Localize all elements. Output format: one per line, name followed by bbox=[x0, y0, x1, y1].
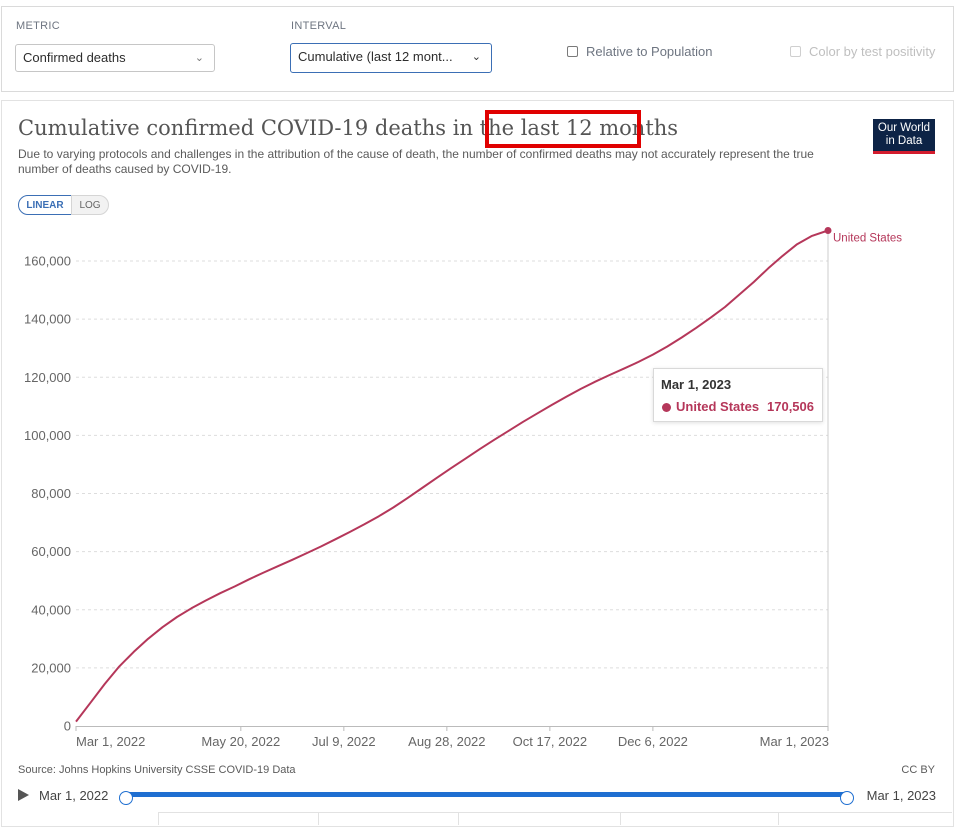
y-tick-label: 40,000 bbox=[31, 602, 71, 617]
series-end-point bbox=[824, 227, 832, 235]
x-tick-label: Jul 9, 2022 bbox=[312, 734, 376, 749]
series-line-united-states bbox=[75, 229, 829, 723]
highlight-box bbox=[485, 110, 641, 148]
tooltip-value: 170,506 bbox=[767, 399, 814, 414]
y-tick-label: 140,000 bbox=[24, 312, 71, 327]
metric-label: METRIC bbox=[16, 20, 60, 32]
x-tick-label: Mar 1, 2023 bbox=[760, 734, 829, 749]
checkbox-icon bbox=[567, 46, 578, 57]
y-tick-label: 160,000 bbox=[24, 254, 71, 269]
source-text: Source: Johns Hopkins University CSSE CO… bbox=[18, 764, 296, 776]
metric-select-value: Confirmed deaths bbox=[23, 50, 126, 65]
interval-select[interactable]: Cumulative (last 12 mont... ⌄ bbox=[290, 43, 492, 73]
color-by-test-positivity-checkbox[interactable]: Color by test positivity bbox=[790, 44, 935, 59]
tooltip: Mar 1, 2023 United States 170,506 bbox=[653, 368, 823, 422]
x-tick-label: Dec 6, 2022 bbox=[618, 734, 688, 749]
y-tick-label: 120,000 bbox=[24, 370, 71, 385]
chevron-down-icon: ⌄ bbox=[471, 51, 481, 63]
checkbox-icon bbox=[790, 46, 801, 57]
play-icon[interactable] bbox=[18, 789, 29, 801]
timeline: Mar 1, 2022 Mar 1, 2023 bbox=[18, 786, 938, 806]
chart-subtitle: Due to varying protocols and challenges … bbox=[18, 147, 814, 176]
log-scale-button[interactable]: LOG bbox=[71, 195, 109, 215]
chart-title: Cumulative confirmed COVID-19 deaths in … bbox=[18, 116, 679, 140]
tooltip-series-dot bbox=[662, 403, 671, 412]
x-tick-label: May 20, 2022 bbox=[201, 734, 280, 749]
tooltip-date: Mar 1, 2023 bbox=[661, 377, 732, 392]
y-tick-label: 60,000 bbox=[31, 544, 71, 559]
timeline-start-label: Mar 1, 2022 bbox=[39, 788, 109, 803]
chevron-down-icon: ⌄ bbox=[194, 52, 204, 64]
tabs-strip bbox=[158, 812, 952, 825]
metric-select[interactable]: Confirmed deaths ⌄ bbox=[15, 44, 215, 72]
y-tick-label: 100,000 bbox=[24, 428, 71, 443]
interval-select-value: Cumulative (last 12 mont... bbox=[298, 49, 453, 64]
chart-card bbox=[1, 100, 954, 827]
timeline-start-handle[interactable] bbox=[119, 791, 133, 805]
series-label-united-states: United States bbox=[833, 233, 902, 245]
timeline-track[interactable] bbox=[119, 791, 854, 805]
y-tick-label: 0 bbox=[64, 719, 71, 734]
relative-to-population-checkbox[interactable]: Relative to Population bbox=[567, 44, 712, 59]
tooltip-series-name: United States bbox=[676, 399, 760, 414]
color-by-test-positivity-label: Color by test positivity bbox=[809, 44, 936, 59]
logo-line-1: Our World bbox=[877, 122, 931, 134]
relative-to-population-label: Relative to Population bbox=[586, 44, 713, 59]
license-link[interactable]: CC BY bbox=[901, 764, 935, 776]
y-tick-label: 20,000 bbox=[31, 660, 71, 675]
x-tick-label: Mar 1, 2022 bbox=[76, 734, 145, 749]
interval-label: INTERVAL bbox=[291, 20, 347, 32]
logo-line-2: in Data bbox=[885, 135, 923, 147]
x-tick-label: Aug 28, 2022 bbox=[408, 734, 485, 749]
timeline-end-label: Mar 1, 2023 bbox=[866, 788, 936, 803]
timeline-end-handle[interactable] bbox=[840, 791, 854, 805]
owid-logo[interactable]: Our World in Data bbox=[873, 119, 935, 154]
y-tick-label: 80,000 bbox=[31, 486, 71, 501]
x-tick-label: Oct 17, 2022 bbox=[513, 734, 587, 749]
